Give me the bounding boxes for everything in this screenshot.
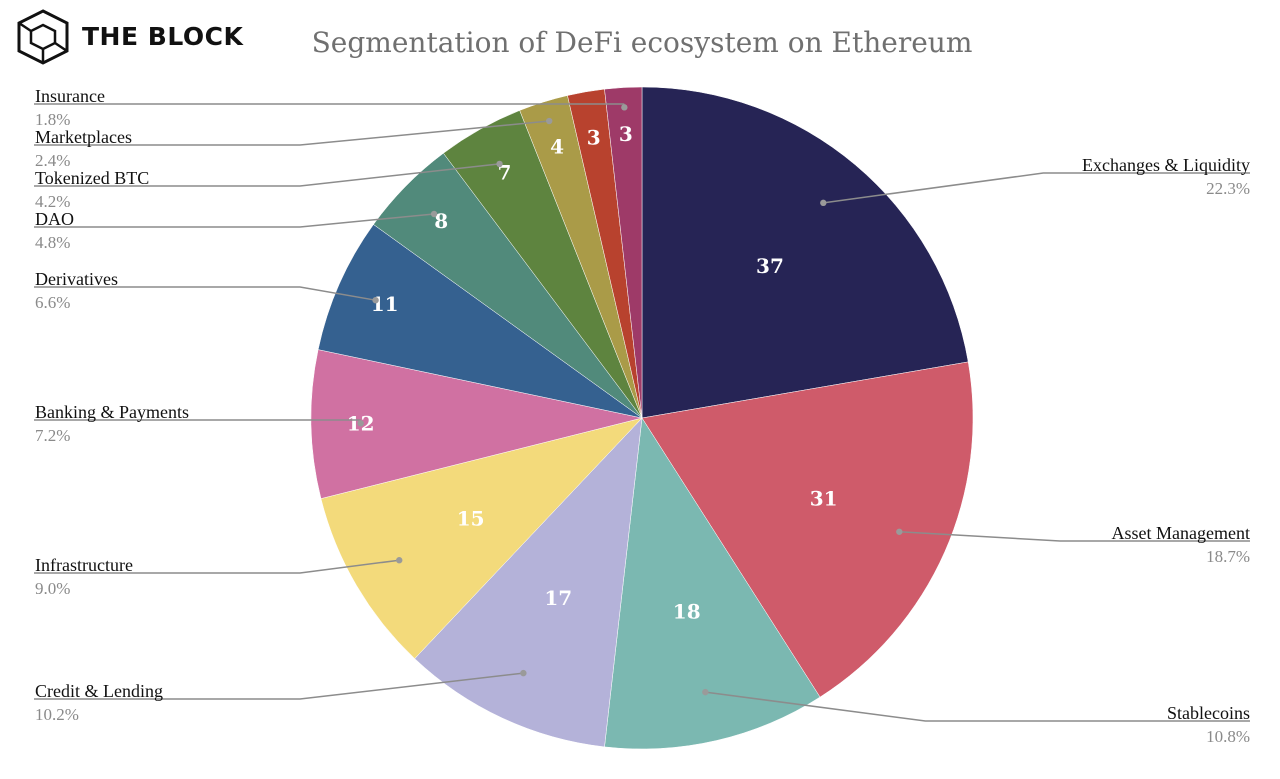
category-name: Exchanges & Liquidity — [1082, 155, 1250, 175]
slice-value-label: 4 — [550, 134, 564, 158]
category-percent: 18.7% — [1206, 547, 1250, 566]
cube-icon — [17, 9, 69, 65]
leader-line — [34, 163, 500, 187]
chart-title: Segmentation of DeFi ecosystem on Ethere… — [311, 26, 973, 59]
callout-derivatives: Derivatives 6.6% — [34, 269, 379, 312]
pie-slice-banking-and-payments — [310, 349, 643, 499]
slice-value-label: 37 — [756, 254, 784, 278]
category-percent: 9.0% — [35, 579, 70, 598]
leader-dot — [357, 420, 364, 427]
slice-value-label: 11 — [371, 292, 399, 316]
slice-value-label: 3 — [619, 122, 633, 146]
category-percent: 4.2% — [35, 192, 70, 211]
leader-dot — [520, 669, 527, 677]
leader-dot — [621, 104, 628, 111]
leader-dot — [546, 117, 553, 125]
category-name: Asset Management — [1112, 523, 1250, 543]
leader-line — [34, 120, 550, 146]
category-percent: 7.2% — [35, 426, 70, 445]
slice-value-label: 17 — [544, 586, 572, 610]
category-percent: 10.2% — [35, 705, 79, 724]
category-percent: 10.8% — [1206, 727, 1250, 746]
leader-line — [823, 172, 1250, 204]
leader-dot — [820, 199, 827, 207]
callout-infrastructure: Infrastructure 9.0% — [34, 555, 403, 598]
leader-line — [34, 213, 435, 228]
slice-value-label: 15 — [457, 506, 485, 530]
leader-dot — [496, 160, 503, 168]
slice-value-label: 31 — [810, 486, 838, 510]
leader-line — [899, 531, 1250, 542]
callout-asset-management: Asset Management 18.7% — [896, 523, 1250, 566]
callout-banking-and-payments: Banking & Payments 7.2% — [34, 402, 364, 445]
callout-tokenized-btc: Tokenized BTC 4.2% — [34, 160, 503, 211]
callout-credit-and-lending: Credit & Lending 10.2% — [34, 669, 527, 724]
slice-value-label: 8 — [434, 209, 448, 233]
callout-exchanges-and-liquidity: Exchanges & Liquidity 22.3% — [820, 155, 1250, 207]
category-percent: 2.4% — [35, 151, 70, 170]
category-name: Credit & Lending — [35, 681, 163, 701]
category-name: Banking & Payments — [35, 402, 189, 422]
category-percent: 6.6% — [35, 293, 70, 312]
category-percent: 22.3% — [1206, 179, 1250, 198]
category-name: DAO — [35, 209, 74, 229]
callout-insurance: Insurance 1.8% — [34, 86, 628, 129]
pie-slice-infrastructure — [320, 417, 643, 659]
leader-dot — [896, 528, 903, 535]
leader-line — [34, 559, 400, 574]
category-name: Stablecoins — [1167, 703, 1250, 723]
category-percent: 1.8% — [35, 110, 70, 129]
brand-name: THE BLOCK — [82, 21, 244, 51]
leader-dot — [430, 210, 438, 218]
category-name: Derivatives — [35, 269, 118, 289]
pie-slice-credit-and-lending — [414, 417, 643, 748]
callout-dao: DAO 4.8% — [34, 209, 438, 252]
category-name: Tokenized BTC — [35, 168, 149, 188]
leader-line — [705, 691, 1250, 722]
category-name: Insurance — [35, 86, 105, 106]
leader-dot — [702, 688, 709, 696]
callout-marketplaces: Marketplaces 2.4% — [34, 117, 553, 170]
brand-logo: THE BLOCK — [14, 6, 254, 66]
pie-slice-derivatives — [317, 224, 643, 419]
leader-line — [34, 286, 376, 301]
callout-stablecoins: Stablecoins 10.8% — [702, 688, 1250, 746]
category-name: Infrastructure — [35, 555, 133, 575]
pie-slice-exchanges-and-liquidity — [641, 86, 969, 419]
category-percent: 4.8% — [35, 233, 70, 252]
category-name: Marketplaces — [35, 127, 132, 147]
slice-value-label: 18 — [673, 600, 701, 624]
slice-value-label: 3 — [587, 125, 601, 149]
pie-slice-stablecoins — [604, 417, 821, 750]
leader-line — [34, 672, 524, 700]
leader-dot — [396, 557, 403, 564]
leader-dot — [372, 296, 379, 304]
pie-slice-slice-11 — [604, 86, 643, 419]
pie-slice-asset-management — [641, 361, 974, 698]
